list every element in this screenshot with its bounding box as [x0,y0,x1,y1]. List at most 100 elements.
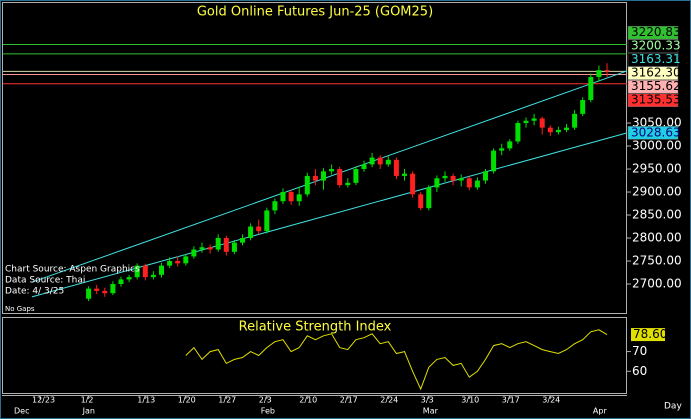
y-tick-label: 3050.00 [632,116,682,130]
rsi-tick-label: 60 [632,364,647,378]
x-tick-label: 2/17 [340,396,358,405]
candle-body [231,242,237,252]
rsi-tick-label: 70 [632,344,647,358]
x-tick-label: 12/23 [32,396,55,405]
month-label: Jan [82,407,95,416]
candle-body [555,129,561,133]
y-tick-label: 2750.00 [632,254,682,268]
candle-body [361,164,367,170]
candle-body [539,118,545,128]
level-label: 3135.53 [631,93,681,107]
x-tick-label: 1/27 [218,396,236,405]
candle-body [337,169,343,186]
y-tick-label: 3000.00 [632,139,682,153]
candle-body [410,173,416,195]
candle-body [515,123,521,142]
level-label-box [627,39,679,53]
candle-body [523,120,529,124]
candle-body [329,169,335,172]
trendline [31,70,628,283]
candle-body [304,175,310,195]
candle-body [547,127,553,133]
candle-body [369,157,375,165]
candle-body [264,210,270,232]
annotation: No Gaps [5,305,35,313]
rsi-line [185,329,608,391]
candle-body [345,182,351,186]
level-label-box [627,52,679,67]
month-label: Mar [423,407,439,416]
candle-body [207,247,213,250]
level-label: 3220.83 [631,25,681,39]
candle-body [102,290,108,294]
candle-body [183,256,189,264]
candle-body [580,100,586,114]
candle-body [474,180,480,188]
candle-body [280,192,286,202]
candle-body [442,175,448,179]
rsi-title: Relative Strength Index [239,320,392,335]
candle-body [296,194,302,202]
x-tick-label: 2/24 [380,396,398,405]
candle-body [134,265,140,278]
trendline [31,132,628,298]
y-tick-label: 2700.00 [632,277,682,291]
x-tick-label: 3/24 [542,396,560,405]
x-tick-label: 3/10 [461,396,479,405]
y-tick-label: 2900.00 [632,185,682,199]
candle-body [572,113,578,128]
x-tick-label: 3/17 [502,396,520,405]
candle-body [507,141,513,149]
candle-body [450,175,456,181]
y-tick-label: 2950.00 [632,162,682,176]
candle-body [288,192,294,202]
candle-body [191,249,197,257]
candle-body [142,265,148,278]
annotation: Data Source: Thai [5,276,85,286]
month-label: Apr [593,407,608,416]
candle-body [150,274,156,278]
candle-body [175,261,181,264]
candle-body [248,226,254,239]
candle-body [118,279,124,285]
level-label: 3155.62 [631,79,681,93]
candle-body [499,148,505,151]
candle-body [402,173,407,176]
candle-body [418,194,424,209]
candle-body [312,175,318,181]
candle-body [434,178,440,188]
candle-body [240,238,245,243]
candle-body [377,157,383,165]
candle-body [596,70,602,78]
x-tick-label: 2/10 [299,396,317,405]
candle-body [272,201,278,211]
level-label: 3028.63 [631,125,681,139]
rsi-value-box [631,328,665,342]
y-tick-label: 2850.00 [632,208,682,222]
candle-body [86,288,92,299]
candle-body [564,127,569,130]
candle-body [426,187,432,209]
x-tick-label: 1/2 [81,396,94,405]
candle-body [491,150,497,172]
price-panel-frame [2,2,627,314]
level-label: 3162.30 [631,66,681,80]
level-label-box [627,25,679,40]
candle-body [94,288,100,291]
x-tick-label: 3/3 [421,396,434,405]
candle-body [167,261,173,266]
rsi-panel-frame [2,317,627,394]
candle-body [604,70,610,72]
candle-body [393,159,399,176]
level-label-box [627,66,679,80]
candle-body [458,178,464,181]
month-label: Dec [14,407,29,416]
candle-body [256,226,262,232]
x-tick-label: 1/20 [178,396,196,405]
annotation: Chart Source: Aspen Graphics [5,265,140,275]
candle-body [385,159,391,165]
candle-body [483,171,488,181]
